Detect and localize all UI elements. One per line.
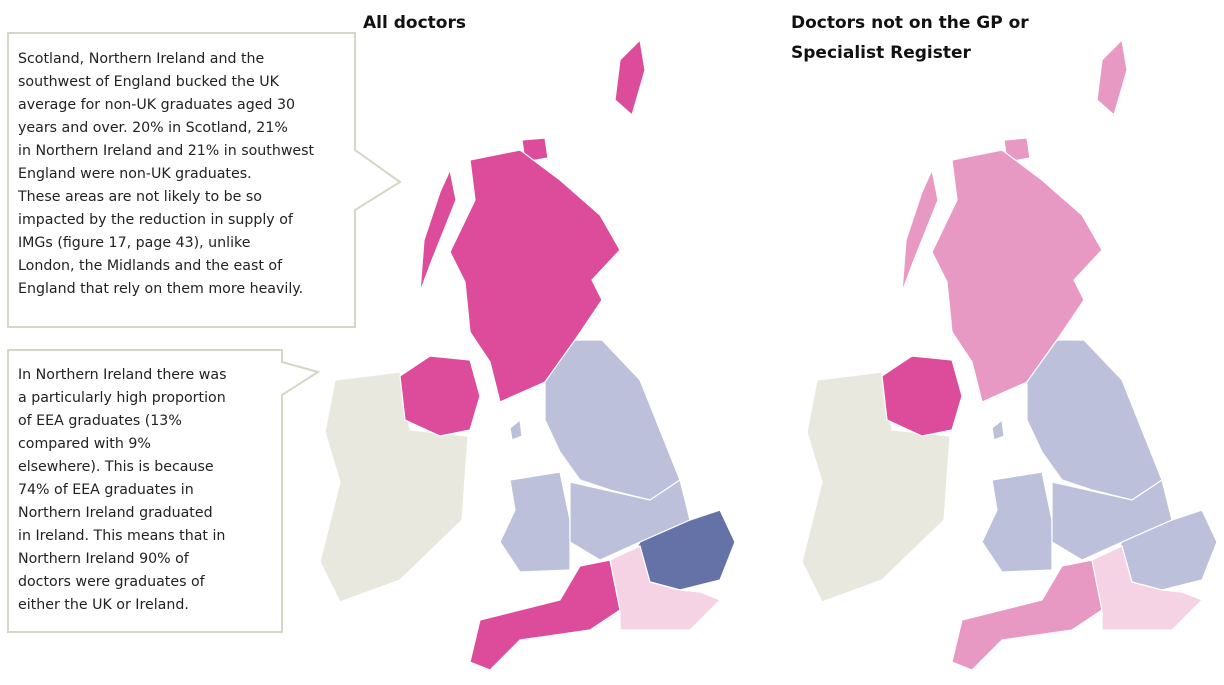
callout-text: London, the Midlands and the east of [18, 258, 283, 274]
map-title: Specialist Register [791, 43, 972, 63]
region-outer-hebrides [901, 168, 939, 293]
region-south-east [1091, 545, 1204, 631]
region-isle-of-man [991, 418, 1005, 441]
region-wales [499, 471, 571, 573]
map [319, 38, 736, 671]
region-northern-ireland [881, 355, 963, 437]
callout-text: doctors were graduates of [18, 574, 206, 590]
map-title: All doctors [363, 13, 466, 33]
callout-text: Scotland, Northern Ireland and the [18, 51, 264, 67]
region-shetland [614, 38, 646, 117]
region-north-england [544, 339, 681, 501]
callout-text: elsewhere). This is because [18, 459, 214, 475]
callout-text: compared with 9% [18, 436, 151, 452]
callout-text: either the UK or Ireland. [18, 597, 189, 613]
callout-text: England were non-UK graduates. [18, 166, 252, 182]
callout-box [7, 349, 321, 633]
maps [319, 38, 1218, 671]
region-shetland [1096, 38, 1128, 117]
callout-text: southwest of England bucked the UK [18, 74, 280, 90]
region-outer-hebrides [419, 168, 457, 293]
callout-text: of EEA graduates (13% [18, 413, 182, 429]
callout-text: years and over. 20% in Scotland, 21% [18, 120, 288, 136]
callout-text: in Northern Ireland and 21% in southwest [18, 143, 315, 159]
callout-text: IMGs (figure 17, page 43), unlike [18, 235, 250, 251]
callout-text: a particularly high proportion [18, 390, 226, 406]
callout-box [7, 32, 402, 328]
region-wales [981, 471, 1053, 573]
callout-text: in Ireland. This means that in [18, 528, 225, 544]
region-south-west [951, 559, 1103, 671]
texts: All doctors Doctors not on the GP or Speci… [17, 13, 1029, 613]
callout-text: impacted by the reduction in supply of [18, 212, 294, 228]
callout-text: These areas are not likely to be so [17, 189, 262, 205]
callout-text: average for non-UK graduates aged 30 [18, 97, 295, 113]
callout-text: Northern Ireland 90% of [18, 551, 190, 567]
region-north-england [1026, 339, 1163, 501]
region-south-east [609, 545, 722, 631]
callout-text: In Northern Ireland there was [18, 367, 227, 383]
callout-text: Northern Ireland graduated [18, 505, 213, 521]
region-south-west [469, 559, 621, 671]
region-northern-ireland [399, 355, 481, 437]
callout-text: England that rely on them more heavily. [18, 281, 303, 297]
region-isle-of-man [509, 418, 523, 441]
callout-text: 74% of EEA graduates in [18, 482, 194, 498]
map-title: Doctors not on the GP or [791, 13, 1029, 33]
map [801, 38, 1218, 671]
